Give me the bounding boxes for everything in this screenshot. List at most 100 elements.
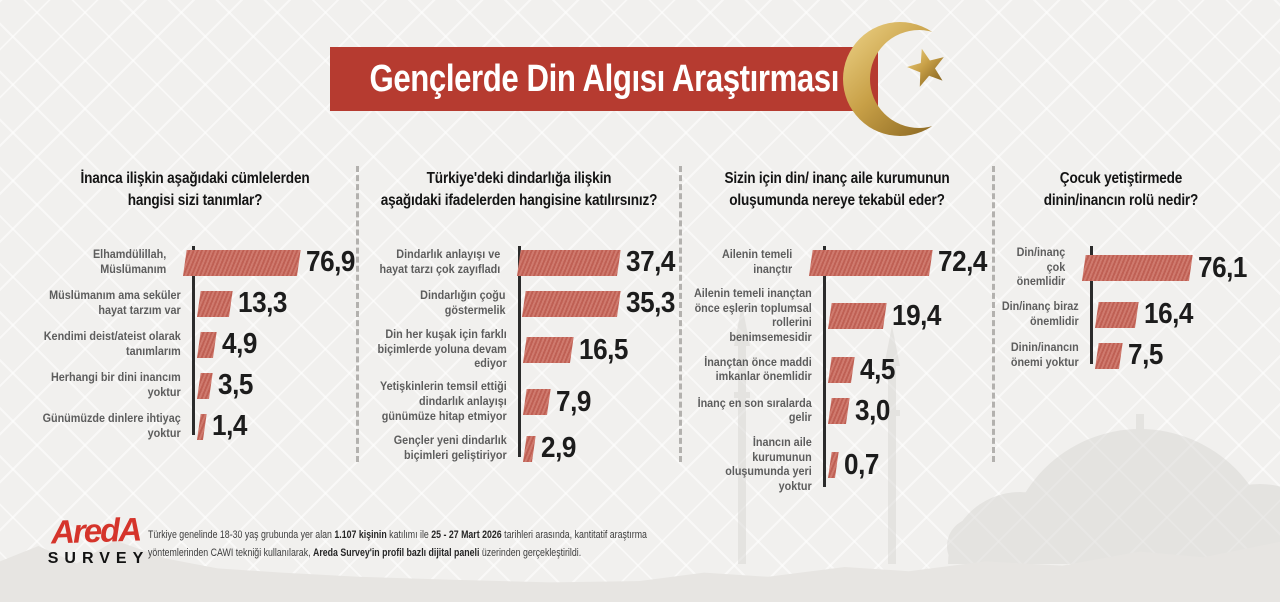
panel-question: Türkiye'deki dindarlığa ilişkin aşağıdak… <box>380 170 658 209</box>
bar-row: İnancın aile kurumunun oluşumunda yeri y… <box>682 436 992 495</box>
bar-value: 16,5 <box>578 333 628 366</box>
bar-area: 4,5 <box>823 354 899 387</box>
survey-panel-religiosity: Türkiye'deki dindarlığa ilişkin aşağıdak… <box>358 168 680 473</box>
bar-value: 76,1 <box>1197 251 1247 284</box>
footnote-text: Türkiye genelinde 18-30 yaş grubunda yer… <box>148 529 647 559</box>
bar-row: Ailenin temeli inançtır 72,4 <box>682 246 992 279</box>
areda-logo: AredA SURVEY <box>38 510 154 568</box>
bar-area: 16,5 <box>518 334 633 367</box>
bar-area: 3,5 <box>192 369 257 402</box>
bar-value: 0,7 <box>844 448 880 481</box>
panel-divider <box>356 166 359 462</box>
bar-area: 2,9 <box>518 432 580 465</box>
panel-question: Sizin için din/ inanç aile kurumunun olu… <box>724 170 950 209</box>
bar-label: Dindarlığın çoğu göstermelik <box>420 289 506 317</box>
bar-area: 16,4 <box>1090 298 1198 331</box>
bar-label: İnanç en son sıralarda gelir <box>697 397 812 425</box>
bar-row: Dinin/inancın önemi yoktur 7,5 <box>990 339 1252 372</box>
panel-divider <box>679 166 682 462</box>
bar-row: Dindarlık anlayışı ve hayat tarzı çok za… <box>358 246 680 279</box>
logo-brand-text: AredA <box>50 510 142 551</box>
bar-area: 4,9 <box>192 328 261 361</box>
bar <box>523 435 536 462</box>
logo-survey-text: SURVEY <box>47 550 150 567</box>
bar-row: Gençler yeni dindarlık biçimleri gelişti… <box>358 432 680 465</box>
bar-value: 7,9 <box>555 385 591 418</box>
bar <box>197 290 233 317</box>
bar-value: 4,5 <box>859 353 895 386</box>
bar-row: Elhamdülillah, Müslümanım 76,9 <box>30 246 360 279</box>
bar-value: 3,5 <box>218 369 254 401</box>
bar-rows: Elhamdülillah, Müslümanım 76,9 Müslümanım … <box>30 246 360 443</box>
survey-panel-belief: İnanca ilişkin aşağıdaki cümlelerden han… <box>30 168 360 451</box>
bar-row: Yetişkinlerin temsil ettiği dindarlık an… <box>358 380 680 424</box>
bar-label: Herhangi bir dini inancım yoktur <box>50 371 181 399</box>
bar-value: 37,4 <box>625 246 675 278</box>
bar-label: Müslümanım ama seküler hayat tarzım var <box>49 289 181 317</box>
mosque-silhouette-graphic <box>734 304 1280 564</box>
bar-label: Dinin/inancın önemi yoktur <box>1010 341 1079 369</box>
bar-label: Yetişkinlerin temsil ettiği dindarlık an… <box>379 381 507 423</box>
bar-row: Din/inanç çok önemlidir 76,1 <box>990 246 1252 290</box>
bar <box>828 398 850 425</box>
bar-rows: Dindarlık anlayışı ve hayat tarzı çok za… <box>358 246 680 465</box>
bar-area: 7,9 <box>518 386 594 419</box>
bar <box>521 290 621 317</box>
bar <box>828 357 855 384</box>
bar-value: 7,5 <box>1127 339 1163 372</box>
bar-area: 35,3 <box>517 287 680 320</box>
bar <box>197 413 208 440</box>
bar-label: Kendimi deist/ateist olarak tanımlarım <box>43 330 181 358</box>
bar <box>1095 301 1139 328</box>
bar-area: 3,0 <box>823 395 894 428</box>
bar <box>197 331 217 358</box>
bar <box>182 249 301 276</box>
bar-row: Günümüzde dinlere ihtiyaç yoktur 1,4 <box>30 410 360 443</box>
bar-row: Din her kuşak için farklı biçimlerde yol… <box>358 328 680 372</box>
bar-row: Din/inanç biraz önemlidir 16,4 <box>990 298 1252 331</box>
panel-question: İnanca ilişkin aşağıdaki cümlelerden han… <box>80 170 310 209</box>
panel-divider <box>992 166 995 462</box>
bar-value: 13,3 <box>238 287 288 319</box>
bar <box>1095 342 1123 369</box>
bar-value: 19,4 <box>891 299 941 332</box>
bar-rows: Ailenin temeli inançtır 72,4 Ailenin temel… <box>682 246 992 495</box>
bar-value: 35,3 <box>625 287 675 319</box>
bar-area: 0,7 <box>823 449 883 482</box>
bar <box>828 452 840 479</box>
bar-area: 1,4 <box>192 410 251 443</box>
bar <box>197 372 213 399</box>
bar-area: 13,3 <box>192 287 293 320</box>
panel-question: Çocuk yetiştirmede dinin/inancın rolü ne… <box>1043 170 1199 209</box>
bar-row: Müslümanım ama seküler hayat tarzım var 1… <box>30 287 360 320</box>
crescent-star-icon <box>843 22 957 136</box>
bar-label: Ailenin temeli inançtan önce eşlerin top… <box>693 288 812 345</box>
bar-rows: Din/inanç çok önemlidir 76,1 Din/inanç bir… <box>990 246 1252 372</box>
bar-value: 2,9 <box>541 432 577 465</box>
bar-label: Din/inanç biraz önemlidir <box>1001 300 1079 328</box>
bar-area: 76,9 <box>178 246 360 279</box>
bar <box>1081 255 1193 282</box>
bar-value: 16,4 <box>1143 298 1193 331</box>
survey-panel-family: Sizin için din/ inanç aile kurumunun olu… <box>682 168 992 503</box>
bar-label: Gençler yeni dindarlık biçimleri gelişti… <box>393 435 507 462</box>
bar-label: Günümüzde dinlere ihtiyaç yoktur <box>42 412 181 440</box>
bar-area: 72,4 <box>804 246 992 279</box>
bar-label: Dindarlık anlayışı ve hayat tarzı çok za… <box>379 248 501 276</box>
bar-label: İnancın aile kurumunun oluşumunda yeri y… <box>725 436 812 494</box>
bar-label: Din/inanç çok önemlidir <box>1016 247 1066 289</box>
bar-area: 7,5 <box>1090 339 1167 372</box>
bar-row: İnançtan önce maddi imkanlar önemlidir 4,… <box>682 354 992 387</box>
bar-value: 72,4 <box>937 246 987 278</box>
bar <box>516 249 621 276</box>
bar-label: Ailenin temeli inançtır <box>721 248 793 276</box>
bar-value: 76,9 <box>305 246 355 278</box>
bar-value: 1,4 <box>212 410 248 442</box>
bar-area: 37,4 <box>512 246 680 279</box>
bar-row: Dindarlığın çoğu göstermelik 35,3 <box>358 287 680 320</box>
bar-label: Din her kuşak için farklı biçimlerde yol… <box>377 329 507 371</box>
bar-label: Elhamdülillah, Müslümanım <box>92 248 167 276</box>
bar <box>523 337 574 364</box>
bar-value: 3,0 <box>854 394 890 427</box>
